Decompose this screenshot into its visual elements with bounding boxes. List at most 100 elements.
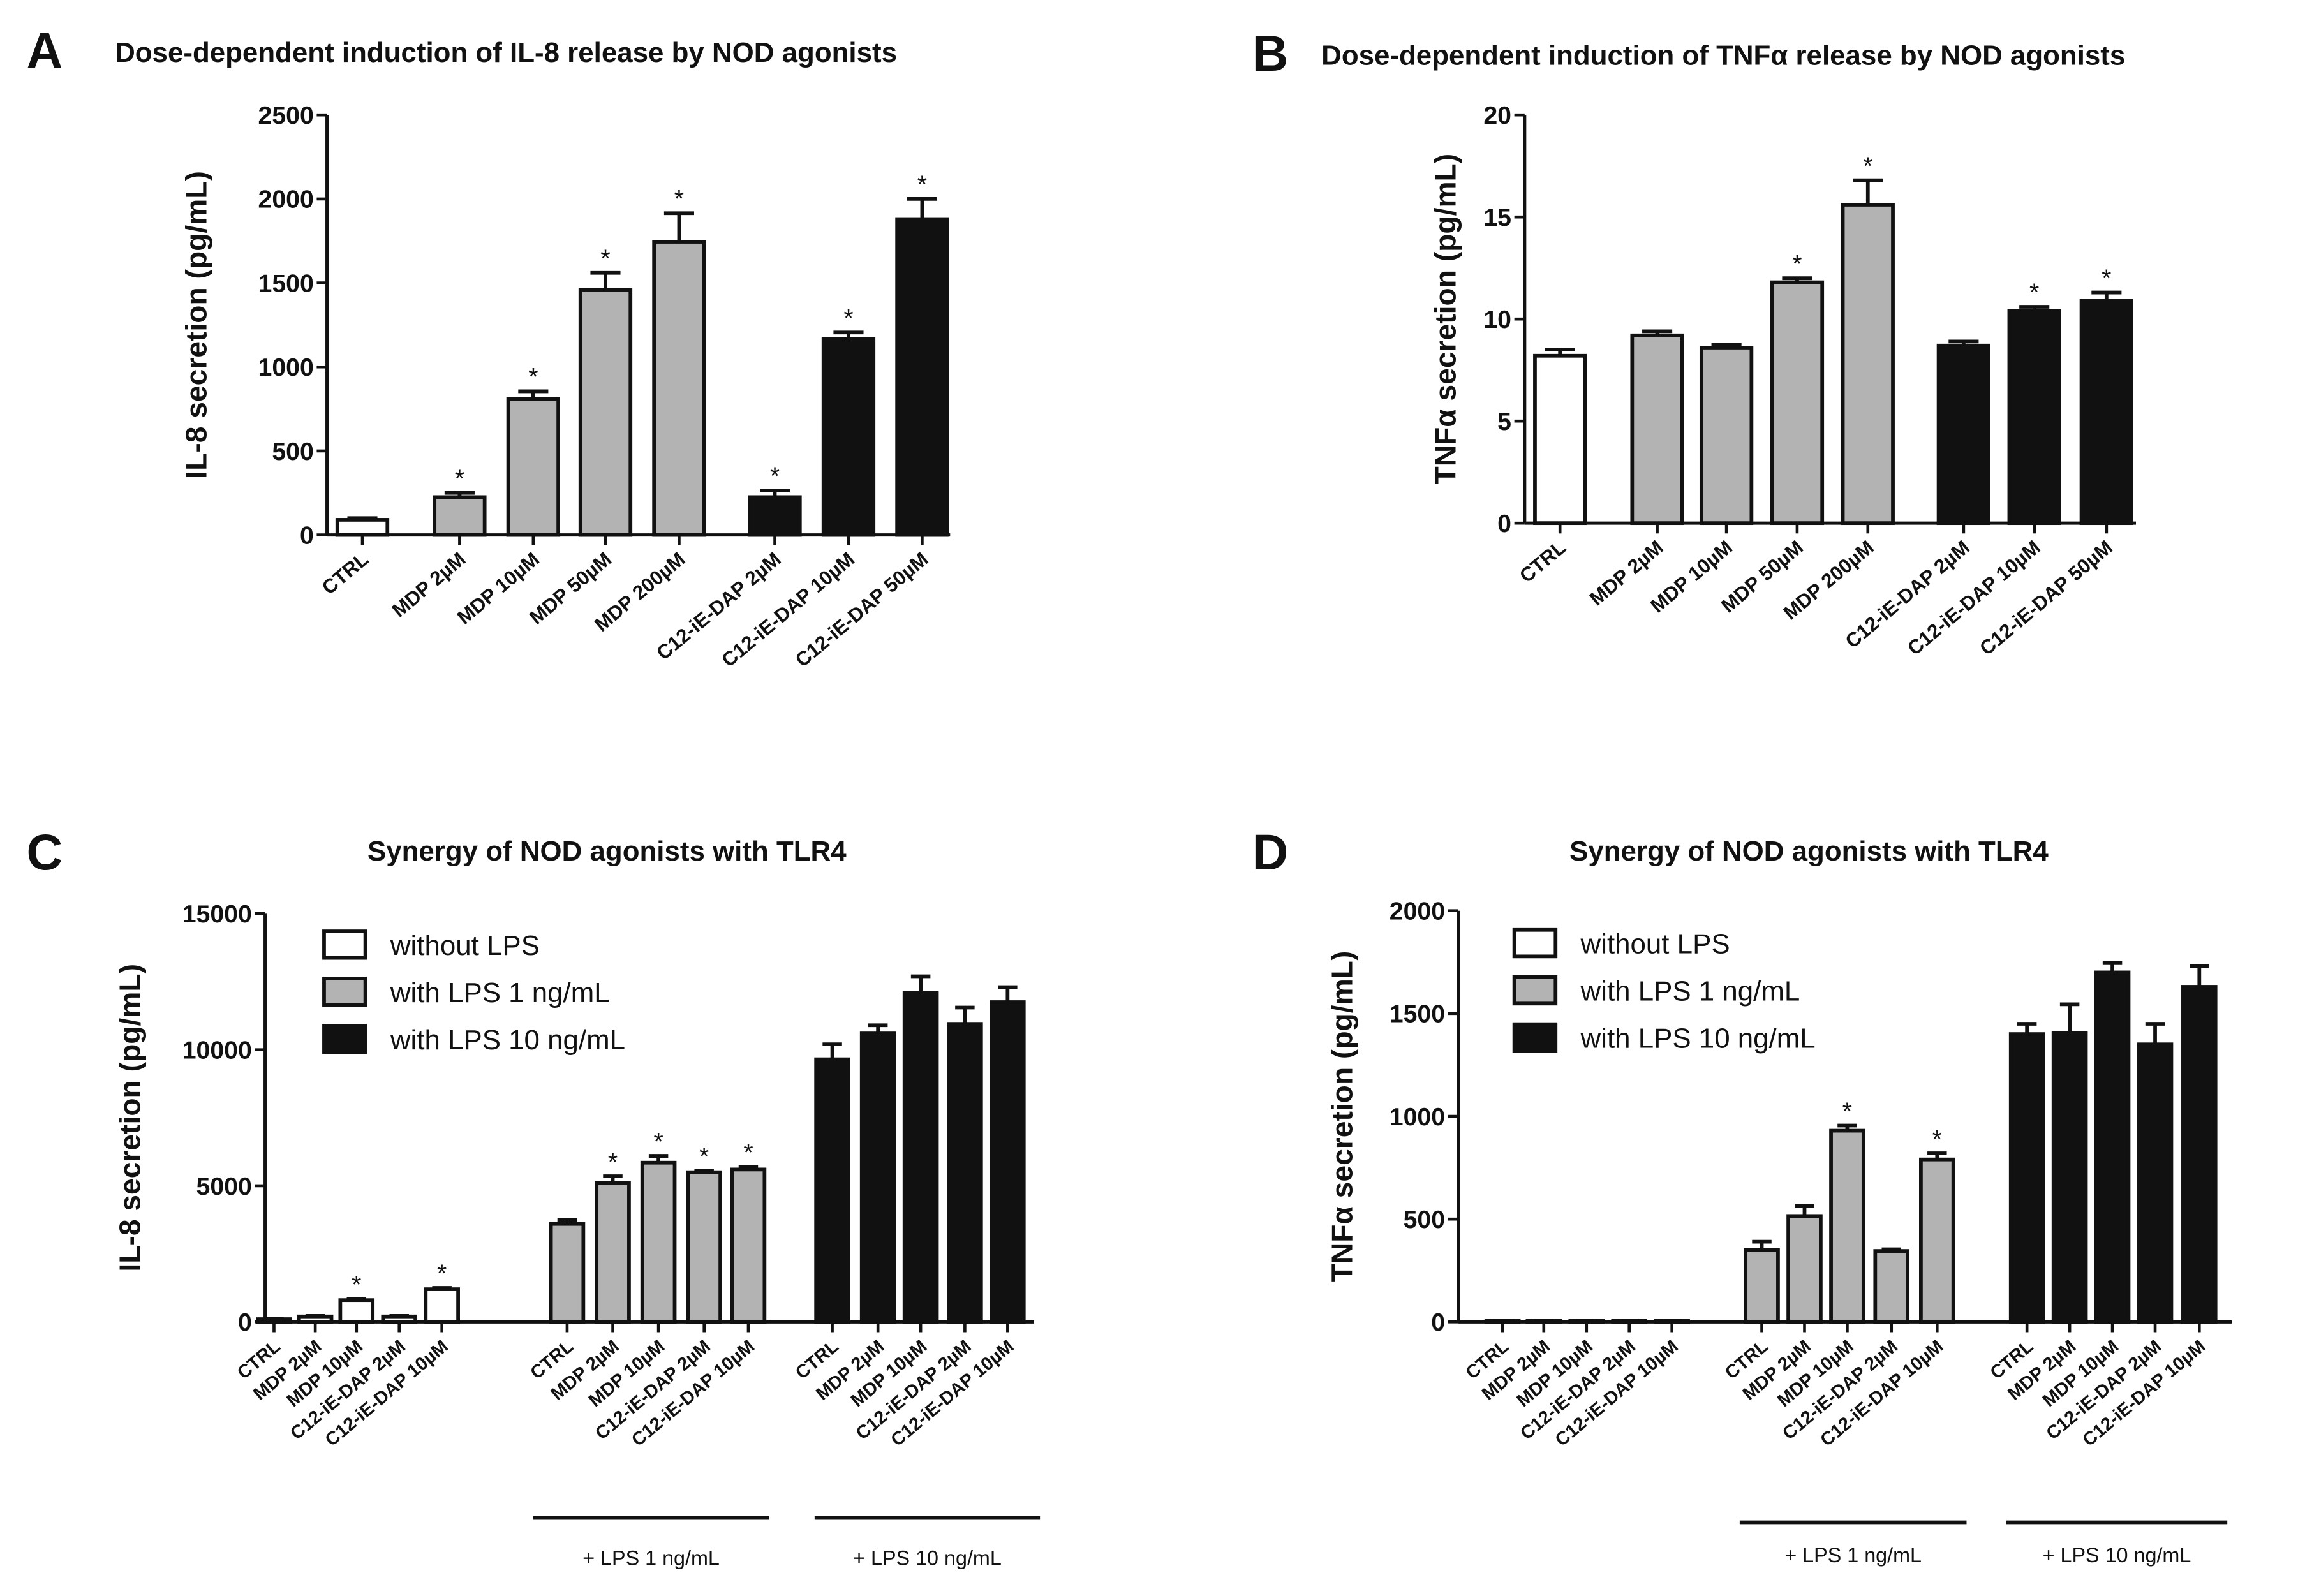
legend-label: with LPS 10 ng/mL (390, 1024, 625, 1056)
bar (297, 1314, 334, 1324)
bar (730, 1167, 767, 1324)
bar (1829, 1128, 1865, 1324)
bar (1744, 1248, 1780, 1324)
chart-title: Dose-dependent induction of IL-8 release… (115, 37, 897, 68)
x-tick-label: C12-iE-DAP 10µM (1903, 536, 2044, 660)
y-tick-label: 0 (1497, 510, 1511, 538)
bar (902, 991, 939, 1324)
bar (895, 217, 949, 537)
bar (595, 1181, 631, 1324)
y-axis-label: TNFα secretion (pg/mL) (1428, 154, 1462, 485)
significance-star: * (2029, 279, 2039, 307)
bar (256, 1317, 292, 1324)
y-tick-label: 1000 (1390, 1103, 1445, 1131)
x-tick-label: C12-iE-DAP 50µM (791, 548, 932, 672)
group-label: + LPS 10 ng/mL (853, 1546, 1002, 1569)
bar (652, 240, 706, 537)
legend-label: without LPS (390, 930, 540, 961)
bar (1873, 1249, 1910, 1324)
y-tick-label: 20 (1483, 101, 1511, 129)
significance-star: * (1863, 152, 1872, 180)
significance-star: * (1842, 1097, 1852, 1125)
panel-letter: D (1252, 824, 1289, 880)
panel-c: C Synergy of NOD agonists with TLR4 0 5000 1… (27, 824, 1041, 1569)
panel-letter: C (27, 824, 63, 880)
y-axis-label: TNFα secretion (pg/mL) (1326, 951, 1359, 1282)
y-tick-label: 10 (1483, 306, 1511, 334)
significance-star: * (843, 304, 853, 332)
y-axis-label: IL-8 secretion (pg/mL) (113, 964, 146, 1272)
bar (2181, 985, 2218, 1324)
legend-label: with LPS 10 ng/mL (1580, 1023, 1816, 1054)
legend-label: with LPS 1 ng/mL (390, 977, 610, 1009)
significance-star: * (600, 245, 610, 273)
significance-star: * (1932, 1125, 1942, 1153)
y-tick-label: 5000 (196, 1172, 252, 1201)
chart-title: Synergy of NOD agonists with TLR4 (1569, 836, 2049, 867)
bar (748, 495, 802, 537)
legend-label: without LPS (1580, 929, 1730, 960)
bar (686, 1170, 722, 1324)
significance-star: * (1792, 250, 1802, 278)
bar (381, 1314, 418, 1324)
y-tick-label: 15000 (182, 900, 252, 928)
bar (1525, 1319, 1562, 1324)
bar (506, 397, 560, 537)
bar (640, 1160, 677, 1324)
bar (1841, 203, 1895, 526)
significance-star: * (455, 465, 464, 493)
y-tick-label: 5 (1497, 408, 1511, 436)
bar (814, 1057, 850, 1324)
panel-a: A Dose-dependent induction of IL-8 releas… (27, 22, 951, 672)
bar (2051, 1031, 2088, 1324)
bar (549, 1222, 586, 1324)
group-label: + LPS 10 ng/mL (2043, 1544, 2191, 1567)
panel-d: D Synergy of NOD agonists with TLR4 0 500 10… (1252, 824, 2232, 1567)
significance-star: * (917, 171, 927, 199)
legend-swatch (322, 977, 367, 1007)
significance-star: * (528, 363, 538, 391)
significance-star: * (352, 1271, 361, 1299)
bar (1936, 343, 1991, 526)
bar (335, 518, 390, 537)
bar (821, 337, 876, 537)
x-tick-label: CTRL (1515, 536, 1570, 587)
bar (1533, 353, 1587, 526)
bar (2079, 299, 2133, 526)
significance-star: * (743, 1139, 753, 1167)
y-tick-label: 10000 (182, 1037, 252, 1065)
bar (2094, 970, 2131, 1324)
y-tick-label: 1000 (258, 353, 314, 381)
chart-title: Synergy of NOD agonists with TLR4 (367, 836, 847, 867)
y-tick-label: 500 (1404, 1206, 1445, 1234)
panel-letter: B (1252, 26, 1289, 82)
bar (2137, 1042, 2174, 1324)
bar (990, 1000, 1026, 1324)
legend-label: with LPS 1 ng/mL (1580, 976, 1800, 1007)
chart-title: Dose-dependent induction of TNFα release… (1321, 40, 2125, 71)
bar (1699, 346, 1754, 526)
bar (1484, 1319, 1521, 1324)
legend-swatch (1512, 1022, 1558, 1053)
y-axis-label: IL-8 secretion (pg/mL) (179, 171, 212, 479)
x-tick-label: CTRL (318, 548, 373, 599)
y-tick-label: 2000 (258, 186, 314, 214)
y-tick-label: 1500 (1390, 1000, 1445, 1028)
bar (2007, 309, 2061, 526)
panel-letter: A (27, 22, 63, 78)
bar (1770, 280, 1825, 526)
bar (1786, 1214, 1823, 1324)
bar (578, 288, 633, 537)
bar (1654, 1319, 1690, 1324)
significance-star: * (2102, 264, 2111, 292)
bar (1568, 1319, 1605, 1324)
group-label: + LPS 1 ng/mL (582, 1546, 720, 1569)
bar (424, 1287, 460, 1324)
y-tick-label: 15 (1483, 203, 1511, 232)
bar (1919, 1157, 1955, 1324)
bar (1611, 1319, 1648, 1324)
significance-star: * (770, 462, 780, 491)
y-tick-label: 2000 (1390, 898, 1445, 926)
bar (433, 495, 487, 537)
